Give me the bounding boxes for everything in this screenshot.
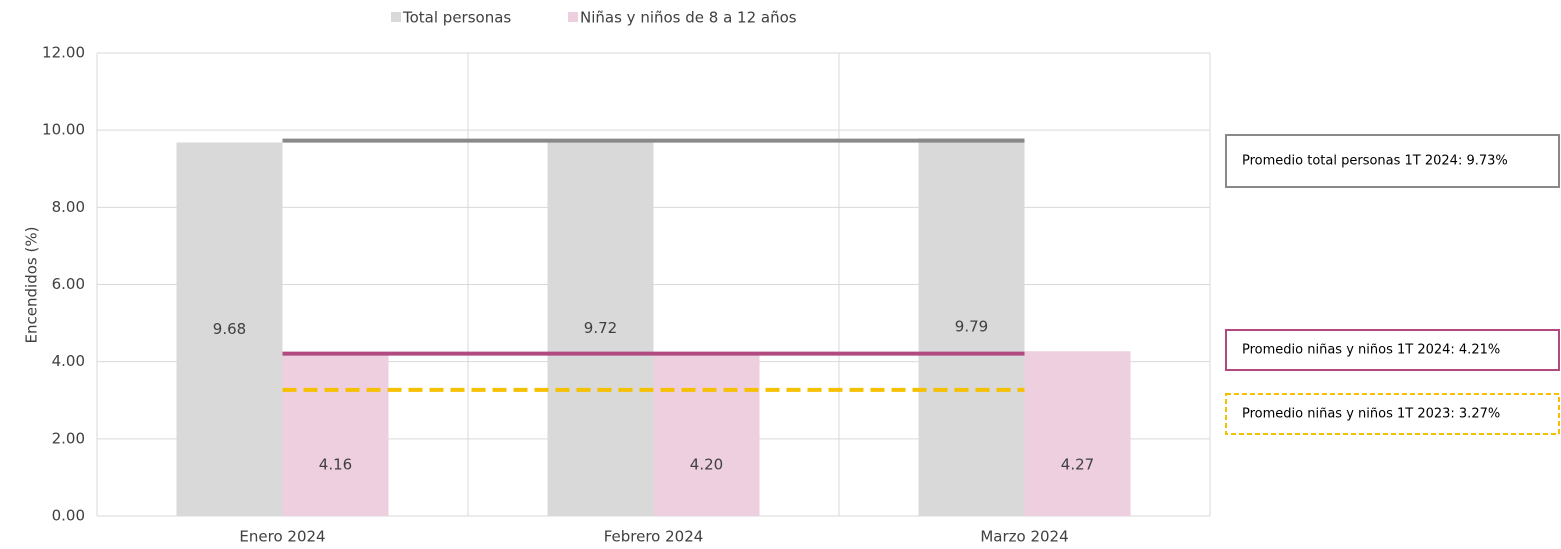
bar bbox=[547, 140, 654, 516]
legend-swatch bbox=[568, 12, 578, 22]
legend-swatch bbox=[391, 12, 401, 22]
y-tick-label: 10.00 bbox=[42, 121, 85, 139]
y-axis-label: Encendidos (%) bbox=[23, 227, 41, 344]
x-tick-label: Febrero 2024 bbox=[604, 528, 704, 546]
annotation: Promedio niñas y niños 1T 2023: 3.27% bbox=[1242, 407, 1500, 422]
y-tick-label: 0.00 bbox=[52, 507, 85, 525]
data-label: 4.16 bbox=[319, 456, 352, 474]
data-label: 9.72 bbox=[584, 319, 617, 337]
data-label: 4.27 bbox=[1061, 456, 1094, 474]
y-tick-label: 12.00 bbox=[42, 44, 85, 62]
annotation-box bbox=[1225, 393, 1560, 435]
annotation-box bbox=[1225, 134, 1560, 188]
y-tick-label: 8.00 bbox=[52, 198, 85, 216]
annotation-box bbox=[1225, 329, 1560, 371]
legend-label: Total personas bbox=[402, 9, 511, 27]
y-tick-label: 2.00 bbox=[52, 429, 85, 447]
data-label: 9.79 bbox=[955, 318, 988, 336]
bar bbox=[918, 138, 1025, 516]
legend-label: Niñas y niños de 8 a 12 años bbox=[580, 9, 797, 27]
x-tick-label: Enero 2024 bbox=[239, 528, 325, 546]
bar bbox=[653, 353, 760, 516]
data-label: 4.20 bbox=[690, 456, 723, 474]
x-tick-label: Marzo 2024 bbox=[980, 528, 1068, 546]
annotation: Promedio total personas 1T 2024: 9.73% bbox=[1242, 154, 1508, 169]
bar bbox=[282, 355, 389, 516]
y-tick-label: 4.00 bbox=[52, 352, 85, 370]
y-tick-label: 6.00 bbox=[52, 275, 85, 293]
bar bbox=[176, 142, 283, 516]
annotation: Promedio niñas y niños 1T 2024: 4.21% bbox=[1242, 343, 1500, 358]
data-label: 9.68 bbox=[213, 320, 246, 338]
bar bbox=[1024, 351, 1131, 516]
